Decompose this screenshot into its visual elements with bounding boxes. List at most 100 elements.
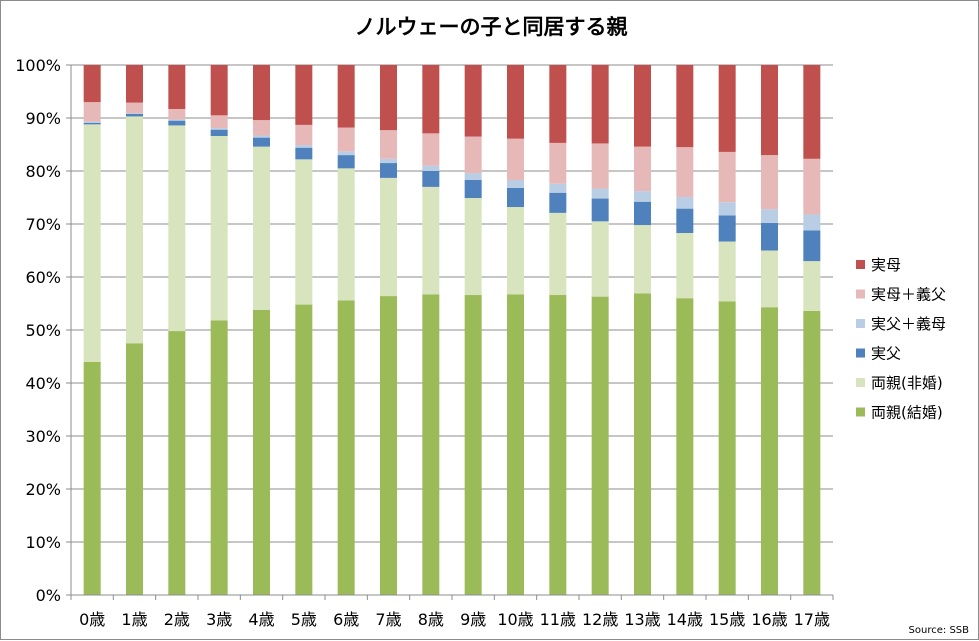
bar-segment [718,151,736,203]
bar-segment [676,208,694,234]
bar-segment [126,343,143,595]
x-axis-ticks: 0歳 1歳 2歳 3歳 4歳 5歳 6歳 7歳 8歳 9歳 10歳 11歳 12歳 13歳 14歳 15歳 16… [79,610,830,629]
legend-label: 実母 [871,256,901,274]
x-tick-label: 3歳 [206,610,232,629]
bar-segment [295,304,313,595]
legend-swatch [856,319,865,328]
legend-swatch [856,407,865,417]
x-tick-label: 16歳 [751,610,787,629]
bar-segment [210,65,228,116]
bar-segment [380,296,397,595]
axes [70,65,834,600]
bar-segment [168,331,186,595]
bar-segment [549,142,567,184]
bar-segment [507,187,524,208]
x-tick-label: 15歳 [709,610,745,629]
y-tick-label: 100% [15,56,61,75]
bar-segment [464,180,482,199]
bar-segment [507,180,524,188]
bar-segment [83,102,101,122]
y-axis-ticks: 0% 10% 20% 30% 40% 50% 60% 70% 80% 90% 100% [15,56,61,605]
bar-segment [507,65,524,139]
bar-segment [253,135,270,138]
x-tick-label: 14歳 [667,610,703,629]
y-tick-label: 70% [25,215,61,234]
bar-segment [210,115,228,129]
x-tick-label: 1歳 [121,610,147,629]
bar-segment [380,65,397,131]
bar-segment [380,130,397,159]
legend-swatch [856,289,865,299]
bar-segment [761,65,778,156]
x-tick-label: 9歳 [460,610,486,629]
bar-segment [295,124,313,146]
bar-segment [761,209,778,223]
bar-segment [168,65,186,109]
bar-segment [337,151,355,156]
bar-segment [591,65,609,144]
bar-segment [634,201,651,226]
bar-segment [803,230,821,262]
bar-segment [422,171,440,187]
bar-segment [634,65,651,147]
bar-segment [549,212,567,296]
x-tick-label: 12歳 [582,610,618,629]
y-tick-label: 40% [25,374,61,393]
legend-label: 実母＋義父 [871,286,946,304]
x-tick-label: 10歳 [497,610,533,629]
bar-segment [253,120,270,136]
bar-segment [295,65,313,125]
bar-segment [253,309,270,595]
legend-swatch [856,348,865,358]
bar-segment [422,294,440,595]
bar-segment [83,361,101,595]
bar-segment [591,198,609,222]
bar-segment [422,186,440,295]
bar-segment [422,133,440,166]
x-tick-label: 11歳 [540,610,576,629]
bar-segment [591,221,609,297]
bar-segment [718,215,736,242]
x-tick-label: 0歳 [79,610,105,629]
bar-segment [380,163,397,178]
bar-segment [718,202,736,216]
bar-segment [803,310,821,595]
bar-segment [718,65,736,152]
bar-segment [337,300,355,595]
bar-segment [380,158,397,164]
bar-segment [549,192,567,213]
bars [83,65,821,595]
bar-segment [422,65,440,134]
x-tick-label: 2歳 [164,610,190,629]
bar-segment [126,102,143,114]
bar-segment [803,158,821,215]
bar-segment [464,295,482,595]
bar-segment [253,65,270,121]
bar-segment [591,188,609,199]
x-tick-label: 8歳 [418,610,444,629]
bar-segment [210,320,228,595]
bar-segment [295,145,313,148]
bar-segment [549,295,567,595]
bar-segment [676,65,694,148]
bar-segment [83,65,101,103]
bar-segment [676,196,694,209]
bar-segment [507,207,524,295]
bar-segment [168,125,186,332]
bar-segment [253,137,270,147]
bar-segment [634,146,651,192]
y-tick-label: 60% [25,268,61,287]
x-tick-label: 5歳 [291,610,317,629]
bar-segment [83,122,101,125]
x-tick-label: 13歳 [624,610,660,629]
y-tick-label: 0% [36,586,61,605]
bar-segment [507,138,524,181]
bar-segment [126,113,143,117]
bar-segment [718,301,736,595]
bar-segment [761,155,778,210]
x-tick-label: 7歳 [375,610,401,629]
bar-segment [126,116,143,344]
y-tick-label: 90% [25,109,61,128]
